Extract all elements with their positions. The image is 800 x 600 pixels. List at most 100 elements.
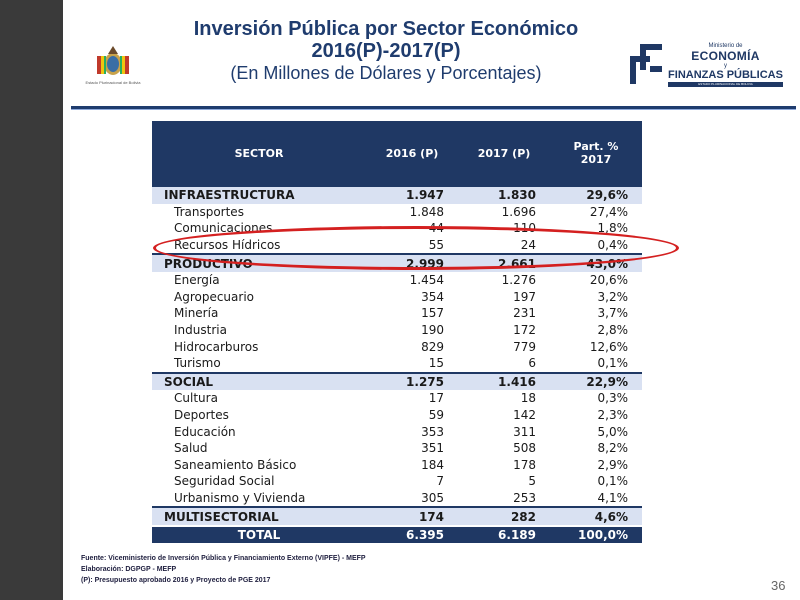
page-number: 36 — [771, 578, 786, 593]
header-part: Part. % 2017 — [550, 121, 642, 186]
value-2017-cell: 231 — [513, 306, 536, 321]
value-2016-cell: 829 — [421, 339, 444, 354]
pct-cell: 43,0% — [550, 253, 642, 272]
coat-of-arms-logo — [97, 46, 129, 75]
value-2016-cell: 1.275 — [366, 371, 458, 391]
value-2016-cell: 353 — [421, 424, 444, 439]
logo-finanzas: FINANZAS PÚBLICAS — [668, 69, 783, 81]
pct-cell: 22,9% — [550, 371, 642, 391]
table-row: Salud 351 508 8,2% — [152, 440, 642, 457]
table-total-row: TOTAL 6.395 6.189 100,0% — [152, 524, 642, 544]
table-row: Minería 157 231 3,7% — [152, 305, 642, 322]
table-row: Recursos Hídricos 55 24 0,4% — [152, 237, 642, 255]
value-2016-cell: 1.947 — [366, 185, 458, 204]
value-2017-cell: 24 — [520, 238, 536, 253]
pct-cell: 4,6% — [550, 506, 642, 526]
sector-cell: Seguridad Social — [174, 474, 275, 489]
sector-cell: Industria — [174, 323, 227, 338]
pct-cell: 3,2% — [597, 289, 629, 304]
sector-cell: INFRAESTRUCTURA — [152, 185, 366, 204]
value-2017-cell: 1.696 — [501, 204, 536, 219]
value-2016-cell: 174 — [366, 506, 458, 526]
value-2017-cell: 2.661 — [458, 253, 550, 272]
sector-cell: Saneamiento Básico — [174, 457, 297, 472]
value-2016-cell: 184 — [421, 457, 444, 472]
ministry-logo: Ministerio de ECONOMÍA y FINANZAS PÚBLIC… — [628, 40, 783, 88]
pct-cell: 0,3% — [597, 391, 629, 406]
value-2017-cell: 110 — [513, 221, 536, 236]
divider-thin — [71, 109, 796, 110]
header-2016: 2016 (P) — [366, 121, 458, 186]
seal-caption: Estado Plurinacional de Bolivia — [85, 80, 141, 85]
table-group-row: PRODUCTIVO 2.999 2.661 43,0% — [152, 253, 642, 272]
value-2017-cell: 6.189 — [458, 524, 550, 544]
pct-cell: 2,9% — [597, 457, 629, 472]
table-row: Energía 1.454 1.276 20,6% — [152, 272, 642, 289]
title-line-3: (En Millones de Dólares y Porcentajes) — [230, 63, 542, 83]
pct-cell: 4,1% — [597, 490, 629, 505]
pct-cell: 20,6% — [589, 273, 628, 288]
sector-cell: Turismo — [174, 356, 221, 371]
table-row: Transportes 1.848 1.696 27,4% — [152, 204, 642, 221]
table-row: Agropecuario 354 197 3,2% — [152, 289, 642, 306]
ministry-logo-mark-icon — [630, 44, 662, 84]
sector-cell: Comunicaciones — [174, 221, 273, 236]
note-p: (P): Presupuesto aprobado 2016 y Proyect… — [81, 577, 271, 584]
value-2017-cell: 1.416 — [458, 371, 550, 391]
sector-cell: Hidrocarburos — [174, 339, 259, 354]
logo-y: y — [724, 63, 727, 69]
sector-cell: Recursos Hídricos — [174, 238, 281, 253]
pct-cell: 12,6% — [589, 339, 628, 354]
table-group-row: SOCIAL 1.275 1.416 22,9% — [152, 371, 642, 391]
value-2016-cell: 15 — [428, 356, 444, 371]
table-row: Industria 190 172 2,8% — [152, 322, 642, 339]
sector-cell: SOCIAL — [152, 371, 366, 391]
sector-cell: Minería — [174, 306, 219, 321]
value-2017-cell: 311 — [513, 424, 536, 439]
table-row: Saneamiento Básico 184 178 2,9% — [152, 457, 642, 474]
pct-cell: 8,2% — [597, 441, 629, 456]
table-row: Deportes 59 142 2,3% — [152, 407, 642, 424]
sector-cell: Energía — [174, 273, 220, 288]
value-2017-cell: 172 — [513, 323, 536, 338]
table-row: Hidrocarburos 829 779 12,6% — [152, 338, 642, 355]
value-2016-cell: 6.395 — [366, 524, 458, 544]
note-elaboracion: Elaboración: DGPGP - MEFP — [81, 566, 177, 573]
sector-cell: Educación — [174, 424, 236, 439]
title-line-1: Inversión Pública por Sector Económico — [193, 18, 579, 40]
pct-cell: 5,0% — [597, 424, 629, 439]
sector-cell: Transportes — [174, 204, 244, 219]
value-2016-cell: 1.454 — [409, 273, 444, 288]
sector-cell: Salud — [174, 441, 208, 456]
value-2017-cell: 508 — [513, 441, 536, 456]
pct-cell: 2,8% — [597, 323, 629, 338]
sector-cell: MULTISECTORIAL — [152, 506, 366, 526]
pct-cell: 0,1% — [597, 356, 629, 371]
value-2017-cell: 1.276 — [501, 273, 536, 288]
value-2017-cell: 282 — [458, 506, 550, 526]
pct-cell: 29,6% — [550, 185, 642, 204]
value-2016-cell: 7 — [436, 474, 444, 489]
pct-cell: 27,4% — [589, 204, 628, 219]
pct-cell: 3,7% — [597, 306, 629, 321]
value-2017-cell: 779 — [513, 339, 536, 354]
table-row: Comunicaciones 44 110 1,8% — [152, 220, 642, 237]
divider — [71, 106, 796, 109]
value-2017-cell: 6 — [528, 356, 536, 371]
table-group-row: MULTISECTORIAL 174 282 4,6% — [152, 506, 642, 526]
value-2016-cell: 17 — [428, 391, 444, 406]
source-notes: Fuente: Viceministerio de Inversión Públ… — [81, 553, 366, 586]
value-2017-cell: 178 — [513, 457, 536, 472]
value-2016-cell: 44 — [428, 221, 444, 236]
sector-cell: Agropecuario — [174, 289, 255, 304]
value-2016-cell: 59 — [428, 408, 444, 423]
investment-table: SECTOR 2016 (P) 2017 (P) Part. % 2017 IN… — [152, 121, 642, 544]
note-fuente: Fuente: Viceministerio de Inversión Públ… — [81, 555, 366, 562]
pct-cell: 2,3% — [597, 408, 629, 423]
table-group-row: INFRAESTRUCTURA 1.947 1.830 29,6% — [152, 185, 642, 204]
value-2016-cell: 351 — [421, 441, 444, 456]
table-row: Urbanismo y Vivienda 305 253 4,1% — [152, 490, 642, 508]
title-line-2: 2016(P)-2017(P) — [311, 40, 461, 62]
value-2016-cell: 190 — [421, 323, 444, 338]
header-2017: 2017 (P) — [458, 121, 550, 186]
